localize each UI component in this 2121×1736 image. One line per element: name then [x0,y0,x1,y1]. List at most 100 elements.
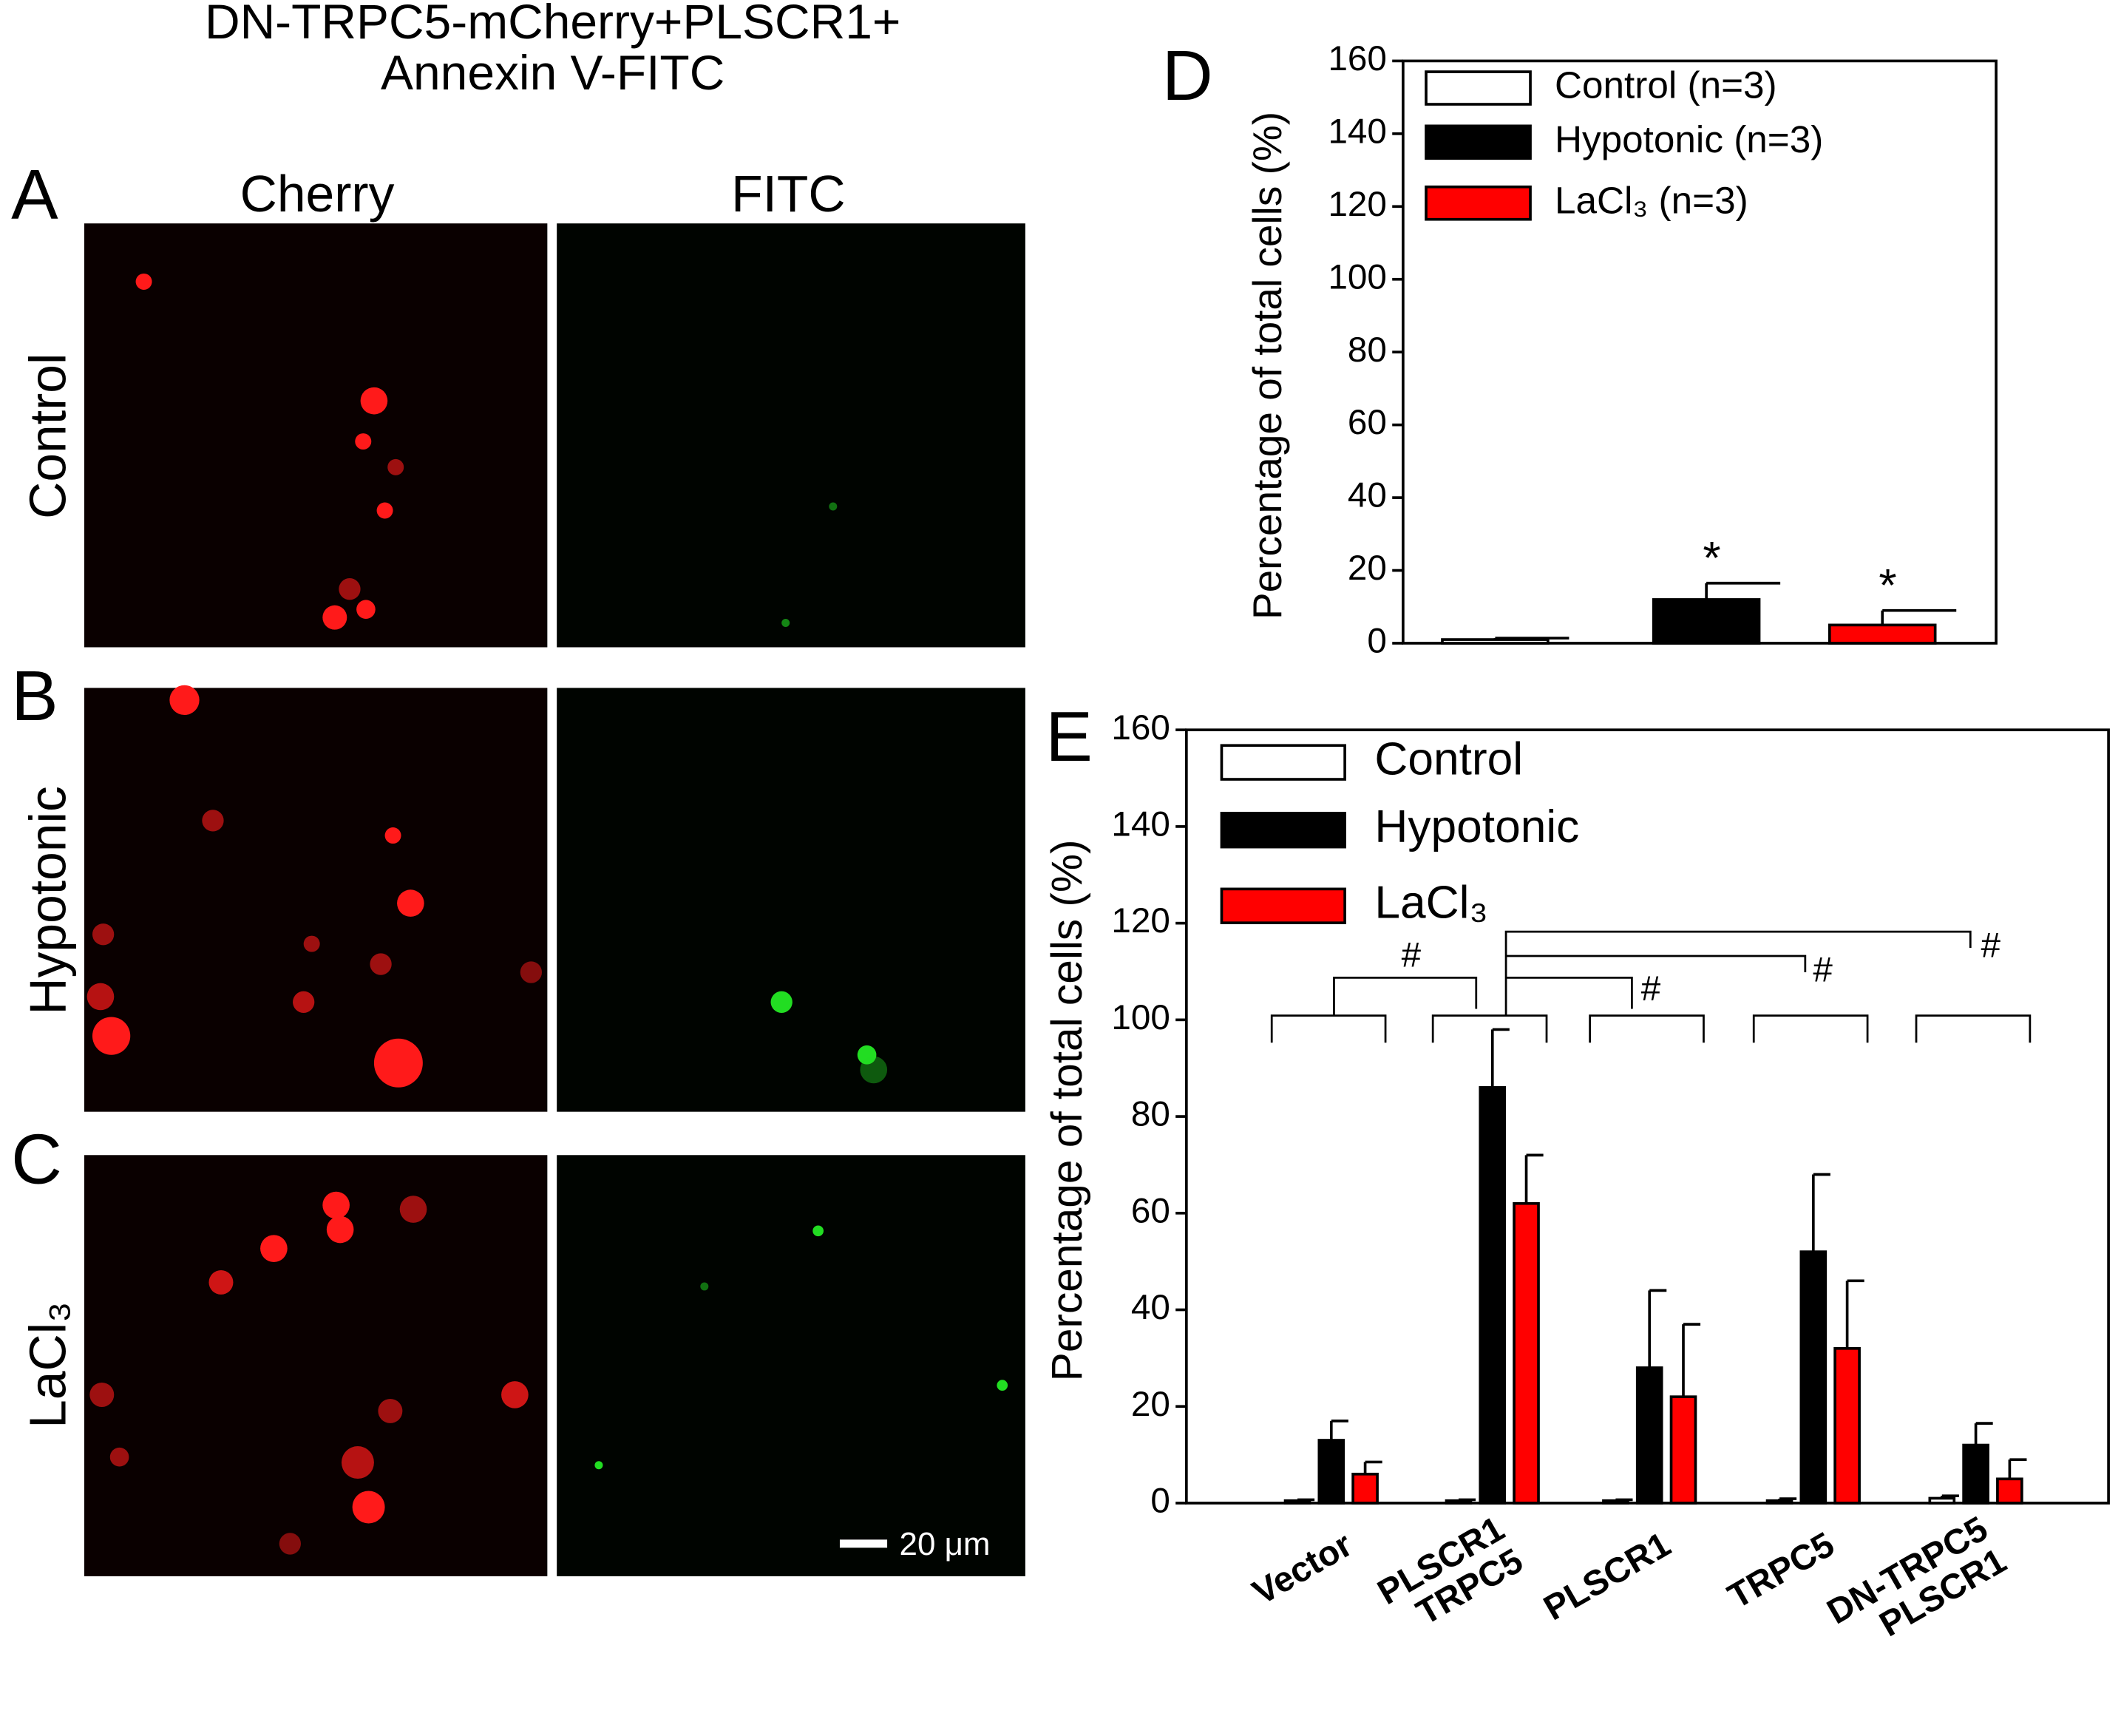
group-bracket [1431,1014,1548,1043]
x-tick-label: DN-TRPC5PLSCR1 [1821,1509,2013,1664]
error-bar [1974,1422,1993,1445]
image-fitc-lacl3 [557,1155,1025,1576]
group-bracket [1270,1014,1387,1043]
legend-swatch [1425,124,1532,160]
bar [1652,598,1761,645]
y-tick-label: 100 [1328,257,1386,296]
x-tick-label: Vector [1246,1525,1360,1613]
bar [1669,1395,1697,1505]
significance-mark: # [1813,951,1833,990]
y-axis-label: Percentage of total cells (%) [1244,112,1290,620]
legend-swatch [1425,185,1532,221]
y-axis-label: Percentage of total cells (%) [1043,839,1091,1381]
error-bar [1490,1028,1510,1088]
image-cherry-hypotonic [84,688,548,1112]
y-tick-label: 20 [1348,549,1387,588]
comparison-bracket [1333,976,1478,1016]
row-label: Hypotonic [18,786,76,1014]
bar [1928,1496,1956,1505]
y-tick-label: 60 [1348,403,1387,442]
bar [1962,1443,1989,1505]
bar [1833,1346,1861,1505]
error-bar [1682,1323,1701,1397]
panel-letter: A [11,156,58,234]
legend-label: Hypotonic (n=3) [1555,118,1823,160]
bar [1441,638,1550,645]
bar [1602,1499,1629,1505]
bar [1635,1366,1663,1505]
y-tick-label: 80 [1348,330,1387,370]
error-bar [1329,1420,1348,1441]
error-bar [1363,1460,1382,1474]
row-label: LaCl₃ [18,1301,76,1428]
micrographs: 20 μm [84,223,1025,1576]
error-bar [1648,1289,1667,1368]
error-bar [2008,1458,2027,1479]
bar [1479,1086,1507,1505]
x-tick-label: PLSCR1TRPC5 [1371,1509,1530,1644]
y-tick-label: 140 [1328,112,1386,151]
image-fitc-hypotonic [557,688,1025,1112]
row-label: Control [18,353,76,519]
scale-bar-label: 20 μm [900,1526,991,1562]
bar [1283,1499,1311,1505]
legend-label: LaCl₃ [1374,878,1487,929]
legend-label: Control (n=3) [1555,64,1777,106]
panel-letter: C [11,1120,62,1198]
y-tick-label: 160 [1328,39,1386,78]
y-tick-label: 160 [1111,708,1170,747]
significance-mark: * [1703,533,1720,584]
bar [1317,1439,1345,1505]
error-bar [1811,1173,1830,1252]
image-cherry-control [84,223,548,648]
image-fitc-control [557,223,1025,648]
y-tick-label: 40 [1348,476,1387,515]
group-bracket [1752,1014,1869,1043]
y-tick-label: 120 [1328,185,1386,224]
significance-mark: # [1641,969,1661,1008]
legend-label: Hypotonic [1374,801,1579,852]
group-bracket [1589,1014,1705,1043]
significance-mark: # [1981,926,2001,966]
x-tick-label: PLSCR1 [1537,1525,1677,1628]
bar [1799,1250,1828,1505]
legend-swatch [1220,744,1346,781]
red-cells [86,273,543,1555]
bar [1513,1201,1540,1505]
significance-mark: # [1402,935,1422,974]
error-bar [1705,581,1781,600]
panel-letter: B [11,657,58,736]
group-bracket [1915,1014,2032,1043]
bar [1828,623,1937,645]
y-tick-label: 60 [1131,1191,1170,1230]
y-tick-label: 40 [1131,1288,1170,1327]
y-tick-label: 120 [1111,901,1170,940]
y-tick-label: 80 [1131,1095,1170,1134]
bar [1351,1472,1379,1505]
error-bar [1524,1153,1544,1204]
figure-title: DN-TRPC5-mCherry+PLSCR1+ Annexin V-FITC [205,0,900,101]
legend-swatch [1220,811,1346,849]
significance-mark: * [1879,560,1896,611]
image-cherry-lacl3 [84,1155,548,1576]
error-bar [1881,608,1957,625]
bar [1445,1499,1473,1505]
y-tick-label: 100 [1111,998,1170,1037]
legend-swatch [1220,887,1346,925]
panel-letter: E [1045,698,1093,776]
column-label: FITC [731,165,846,223]
comparison-bracket [1504,930,1972,1016]
bar [1996,1477,2023,1505]
bar [1765,1499,1793,1505]
legend-label: Control [1374,734,1523,785]
y-tick-label: 0 [1150,1482,1170,1521]
green-cells [594,502,1008,1470]
y-tick-label: 0 [1367,622,1386,661]
legend-label: LaCl₃ (n=3) [1555,179,1748,221]
y-tick-label: 20 [1131,1385,1170,1424]
legend-swatch [1425,70,1532,106]
error-bar [1845,1279,1864,1349]
column-label: Cherry [240,165,395,223]
